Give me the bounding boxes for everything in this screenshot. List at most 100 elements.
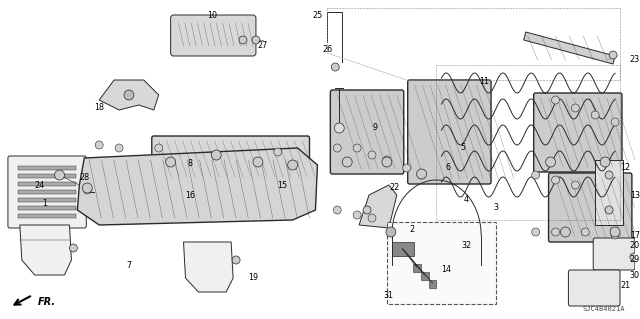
Text: 5: 5	[461, 144, 466, 152]
Polygon shape	[77, 148, 317, 225]
Circle shape	[332, 63, 339, 71]
Circle shape	[83, 183, 92, 193]
Circle shape	[363, 206, 371, 214]
Bar	[18, 166, 76, 170]
Circle shape	[368, 151, 376, 159]
Text: FR.: FR.	[38, 297, 56, 307]
Polygon shape	[524, 32, 615, 64]
Text: 21: 21	[620, 280, 630, 290]
Text: 23: 23	[630, 56, 640, 64]
Circle shape	[418, 171, 426, 179]
Circle shape	[333, 206, 341, 214]
Circle shape	[353, 144, 361, 152]
Bar	[18, 182, 76, 186]
Text: 31: 31	[384, 291, 394, 300]
Circle shape	[610, 227, 620, 237]
Polygon shape	[184, 242, 233, 292]
Circle shape	[532, 171, 540, 179]
Circle shape	[417, 169, 426, 179]
Circle shape	[211, 150, 221, 160]
Circle shape	[572, 104, 579, 112]
FancyBboxPatch shape	[568, 270, 620, 306]
Circle shape	[54, 170, 65, 180]
FancyBboxPatch shape	[534, 93, 622, 172]
Bar	[413, 264, 420, 272]
Circle shape	[591, 111, 599, 119]
Bar	[18, 198, 76, 202]
Bar	[18, 190, 76, 194]
Text: 4: 4	[464, 196, 468, 204]
Text: 19: 19	[248, 273, 258, 283]
Text: 18: 18	[94, 103, 104, 113]
Circle shape	[232, 256, 240, 264]
Circle shape	[166, 157, 175, 167]
Circle shape	[581, 228, 589, 236]
Text: 13: 13	[630, 190, 640, 199]
Circle shape	[342, 157, 352, 167]
Bar	[387, 222, 496, 304]
FancyBboxPatch shape	[8, 156, 86, 228]
Text: 9: 9	[372, 123, 378, 132]
Bar	[392, 242, 413, 256]
Text: 6: 6	[446, 164, 451, 173]
Circle shape	[333, 144, 341, 152]
Circle shape	[532, 228, 540, 236]
Circle shape	[253, 157, 263, 167]
Text: 12: 12	[620, 164, 630, 173]
FancyBboxPatch shape	[408, 80, 491, 184]
Circle shape	[545, 157, 556, 167]
Circle shape	[386, 227, 396, 237]
Text: 10: 10	[207, 11, 218, 19]
FancyBboxPatch shape	[330, 90, 404, 174]
Circle shape	[83, 186, 92, 194]
FancyBboxPatch shape	[548, 173, 632, 242]
Text: 29: 29	[630, 256, 640, 264]
Polygon shape	[359, 185, 397, 228]
Text: 15: 15	[278, 181, 288, 189]
Text: 14: 14	[442, 265, 451, 275]
Circle shape	[552, 176, 559, 184]
Circle shape	[552, 228, 559, 236]
Circle shape	[95, 141, 103, 149]
Circle shape	[611, 231, 619, 239]
Bar	[595, 160, 623, 225]
FancyBboxPatch shape	[152, 136, 310, 182]
Text: 20: 20	[630, 241, 640, 249]
Bar	[18, 206, 76, 210]
Text: 3: 3	[493, 204, 499, 212]
Circle shape	[239, 36, 247, 44]
Bar	[18, 214, 76, 218]
Text: 22: 22	[390, 183, 400, 192]
FancyBboxPatch shape	[593, 238, 635, 270]
Circle shape	[69, 244, 77, 252]
Bar	[18, 174, 76, 178]
Circle shape	[334, 123, 344, 133]
Circle shape	[353, 211, 361, 219]
Circle shape	[611, 118, 619, 126]
Circle shape	[561, 227, 570, 237]
Text: 32: 32	[461, 241, 471, 249]
Circle shape	[609, 51, 617, 59]
Text: 28: 28	[79, 174, 90, 182]
Circle shape	[605, 171, 613, 179]
Text: 17: 17	[630, 231, 640, 240]
Text: 27: 27	[258, 41, 268, 49]
Circle shape	[368, 214, 376, 222]
Text: 8: 8	[188, 159, 193, 167]
Circle shape	[115, 144, 123, 152]
Circle shape	[252, 36, 260, 44]
Circle shape	[287, 160, 298, 170]
Text: 2: 2	[409, 226, 414, 234]
Text: 26: 26	[323, 46, 332, 55]
Bar	[429, 280, 436, 288]
Circle shape	[605, 206, 613, 214]
Text: 30: 30	[630, 271, 640, 279]
Text: 25: 25	[312, 11, 323, 19]
Circle shape	[572, 181, 579, 189]
Circle shape	[274, 148, 282, 156]
Bar	[420, 272, 429, 280]
Circle shape	[155, 144, 163, 152]
Circle shape	[630, 253, 638, 261]
Text: SJC4B4021A: SJC4B4021A	[582, 306, 625, 312]
Text: 24: 24	[35, 181, 45, 189]
